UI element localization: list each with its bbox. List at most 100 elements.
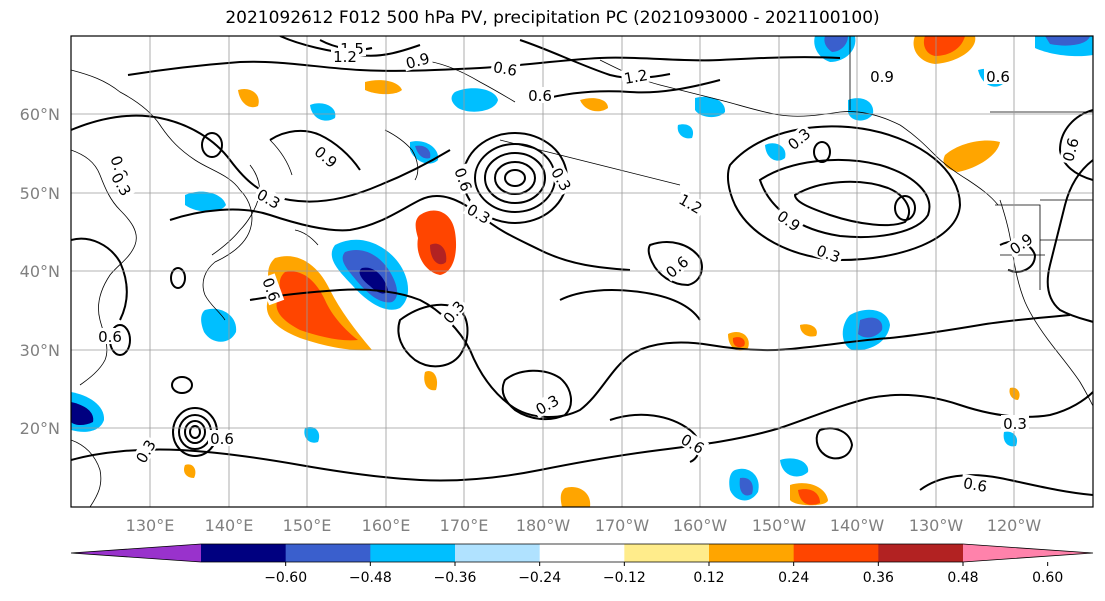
lon-label: 140°E: [205, 516, 254, 535]
contour-label-bg: [1001, 415, 1029, 431]
colorbar-segment: [878, 544, 964, 562]
precip-positive-blob: [238, 88, 259, 108]
border-states: [995, 204, 1093, 290]
colorbar-tick-label: 0.24: [778, 570, 809, 586]
pv-contour-line: [815, 427, 854, 460]
contour-label-bg: [259, 273, 285, 306]
pv-contour-ring: [201, 132, 223, 158]
map-title: 2021092612 F012 500 hPa PV, precipitatio…: [225, 8, 880, 28]
lon-label: 140°W: [830, 516, 885, 535]
precip-negative-blob: [71, 402, 94, 425]
contour-label: 1.2: [623, 66, 650, 88]
contour-label-bg: [331, 48, 359, 64]
pv-contour-line: [726, 125, 962, 262]
lon-label: 180°W: [516, 516, 571, 535]
precip-negative-blob: [185, 191, 226, 212]
contour-label-bg: [438, 295, 469, 328]
pv-contour-line: [249, 288, 1071, 418]
contour-label: 0.6: [986, 68, 1010, 86]
contour-label-bg: [401, 48, 434, 72]
pv-contour-ring: [170, 267, 186, 289]
precip-negative-blob: [304, 426, 320, 443]
colorbar-segment: [793, 544, 879, 562]
precip-positive-blob: [424, 370, 438, 391]
lon-label: 170°E: [440, 516, 489, 535]
colorbar-segment: [455, 544, 541, 562]
contour-label: 0.6: [962, 474, 989, 496]
latitude-labels: 60°N 50°N 40°N 30°N 20°N: [20, 105, 60, 438]
contour-label: 0.6: [492, 58, 519, 80]
precip-negative-blob: [201, 308, 237, 342]
precip-negative-blob: [780, 458, 809, 477]
precip-positive-blob: [430, 243, 447, 265]
contour-label-bg: [773, 205, 806, 235]
lon-label: 130°E: [126, 516, 175, 535]
pv-contour-line: [1046, 159, 1093, 323]
colorbar-tick-label: 0.12: [693, 570, 724, 586]
lon-label: 160°E: [362, 516, 411, 535]
contour-label: 0.3: [1003, 415, 1027, 433]
contour-label-bg: [530, 390, 564, 419]
map-frame: [70, 35, 1094, 508]
contour-label: 0.6: [98, 328, 122, 346]
colorbar-tick-label: −0.60: [264, 570, 307, 586]
longitude-labels: 130°E 140°E 150°E 160°E 170°E 180°W 170°…: [126, 516, 1042, 535]
precip-negative-blob: [451, 88, 498, 112]
pv-contour-line: [269, 129, 361, 171]
contour-label: 1.2: [333, 48, 357, 66]
contour-label-bg: [868, 68, 896, 84]
contour-label-bg: [96, 328, 124, 344]
pv-contour-line: [71, 237, 128, 321]
precip-shading: [71, 36, 1093, 507]
pv-contour-line: [71, 391, 1093, 482]
colorbar-segment: [370, 544, 456, 562]
pv-contour-line: [71, 114, 451, 203]
precip-positive-blob: [276, 271, 358, 341]
contour-label-bg: [462, 199, 496, 228]
lon-label: 160°W: [673, 516, 728, 535]
contour-label-bg: [782, 123, 815, 154]
precip-negative-blob: [858, 317, 883, 338]
contour-label-bg: [490, 57, 521, 79]
coastline-kamchatka: [384, 59, 516, 181]
precip-negative-blob: [848, 98, 874, 121]
contour-label-bg: [547, 162, 576, 196]
precip-negative-blob: [824, 36, 848, 52]
pv-contour-line: [501, 369, 572, 421]
precip-positive-blob: [184, 464, 196, 478]
colorbar-tick-label: −0.48: [349, 570, 392, 586]
contour-label: 0.9: [404, 49, 432, 73]
contour-label-bg: [660, 251, 693, 282]
lat-label: 40°N: [20, 262, 60, 281]
contour-label: 0.9: [870, 68, 894, 86]
precip-positive-blob: [1009, 387, 1020, 400]
contour-label-bg: [107, 151, 133, 184]
lat-label: 50°N: [20, 184, 60, 203]
contour-label-bg: [208, 430, 236, 446]
pv-contour-ring: [184, 420, 206, 444]
contour-label-bg: [620, 65, 651, 87]
precip-positive-blob: [560, 486, 591, 507]
precip-negative-blob: [415, 145, 431, 159]
pv-contour-line: [559, 289, 701, 321]
contour-label-bg: [984, 68, 1012, 84]
pv-contour-line: [793, 180, 910, 227]
precip-negative-blob: [1045, 36, 1090, 46]
lon-label: 170°W: [595, 516, 650, 535]
contour-labels: 1.51.20.90.60.61.20.90.60.90.60.30.60.60…: [96, 40, 1083, 496]
precip-positive-blob: [943, 140, 1000, 172]
pv-contour-ring: [504, 169, 526, 187]
lon-label: 130°W: [909, 516, 964, 535]
colorbar-tick-label: 0.60: [1032, 570, 1063, 586]
coastlines: [71, 36, 1093, 507]
colorbar-tick-label: −0.36: [434, 570, 477, 586]
contour-label-bg: [960, 473, 991, 495]
coastline-alaska: [599, 59, 999, 206]
precip-positive-blob: [798, 489, 820, 505]
lat-label: 60°N: [20, 105, 60, 124]
precip-negative-blob: [677, 124, 694, 139]
colorbar-segment: [285, 544, 371, 562]
precip-positive-blob: [365, 80, 402, 95]
precip-positive-blob: [580, 98, 608, 112]
